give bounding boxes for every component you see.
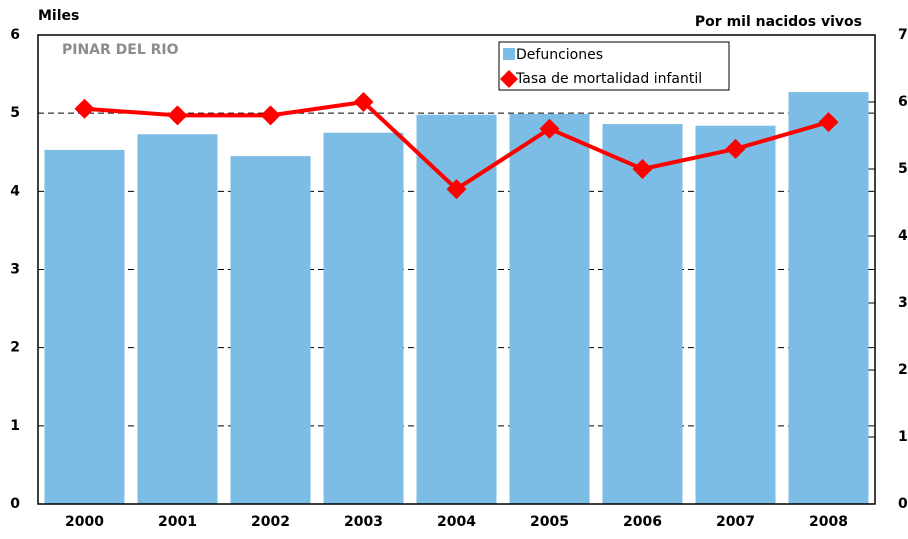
y2-tick-label: 7 xyxy=(898,27,908,43)
annotation: PINAR DEL RIO xyxy=(62,42,179,58)
x-tick-label: 2006 xyxy=(623,514,662,530)
y2-axis-label: Por mil nacidos vivos xyxy=(695,14,862,30)
y-tick-label: 2 xyxy=(10,340,20,356)
y-tick-label: 1 xyxy=(10,418,20,434)
bar xyxy=(695,125,776,504)
y2-tick-label: 3 xyxy=(898,295,908,311)
x-tick-label: 2007 xyxy=(716,514,755,530)
line-marker xyxy=(725,138,746,159)
plot-frame xyxy=(37,34,876,505)
x-tick-label: 2008 xyxy=(809,514,848,530)
line-marker xyxy=(260,105,281,126)
x-tick-label: 2002 xyxy=(251,514,290,530)
y2-tick-label: 2 xyxy=(898,362,908,378)
bar xyxy=(509,113,590,504)
bar xyxy=(788,92,869,504)
legend-marker xyxy=(500,70,518,88)
line-marker xyxy=(632,159,653,179)
line-marker xyxy=(167,105,188,126)
legend-swatch xyxy=(503,48,515,60)
line-marker xyxy=(539,118,560,139)
line-marker xyxy=(74,98,95,119)
legend-box xyxy=(498,41,730,91)
y-tick-label: 4 xyxy=(10,183,20,199)
legend-label: Tasa de mortalidad infantil xyxy=(515,71,702,87)
y-tick-label: 6 xyxy=(10,27,20,43)
y2-tick-label: 4 xyxy=(898,228,908,244)
x-tick-label: 2005 xyxy=(530,514,569,530)
bar xyxy=(323,132,404,505)
bar xyxy=(230,156,311,505)
x-tick-label: 2003 xyxy=(344,514,383,530)
x-tick-label: 2004 xyxy=(437,514,476,530)
line-marker xyxy=(353,92,374,112)
x-tick-label: 2001 xyxy=(158,514,197,530)
bar xyxy=(137,134,218,504)
y-tick-label: 5 xyxy=(10,105,20,121)
bar xyxy=(602,124,683,505)
y2-tick-label: 5 xyxy=(898,161,908,177)
line-marker xyxy=(818,112,839,133)
y-axis-label: Miles xyxy=(38,8,79,24)
y-tick-label: 0 xyxy=(10,496,20,512)
legend-label: Defunciones xyxy=(516,47,603,63)
y-tick-label: 3 xyxy=(10,262,20,278)
x-tick-label: 2000 xyxy=(65,514,104,530)
y2-tick-label: 1 xyxy=(898,429,908,445)
y2-tick-label: 6 xyxy=(898,94,908,110)
y2-tick-label: 0 xyxy=(898,496,908,512)
line-marker xyxy=(446,179,467,200)
bar xyxy=(44,149,125,504)
